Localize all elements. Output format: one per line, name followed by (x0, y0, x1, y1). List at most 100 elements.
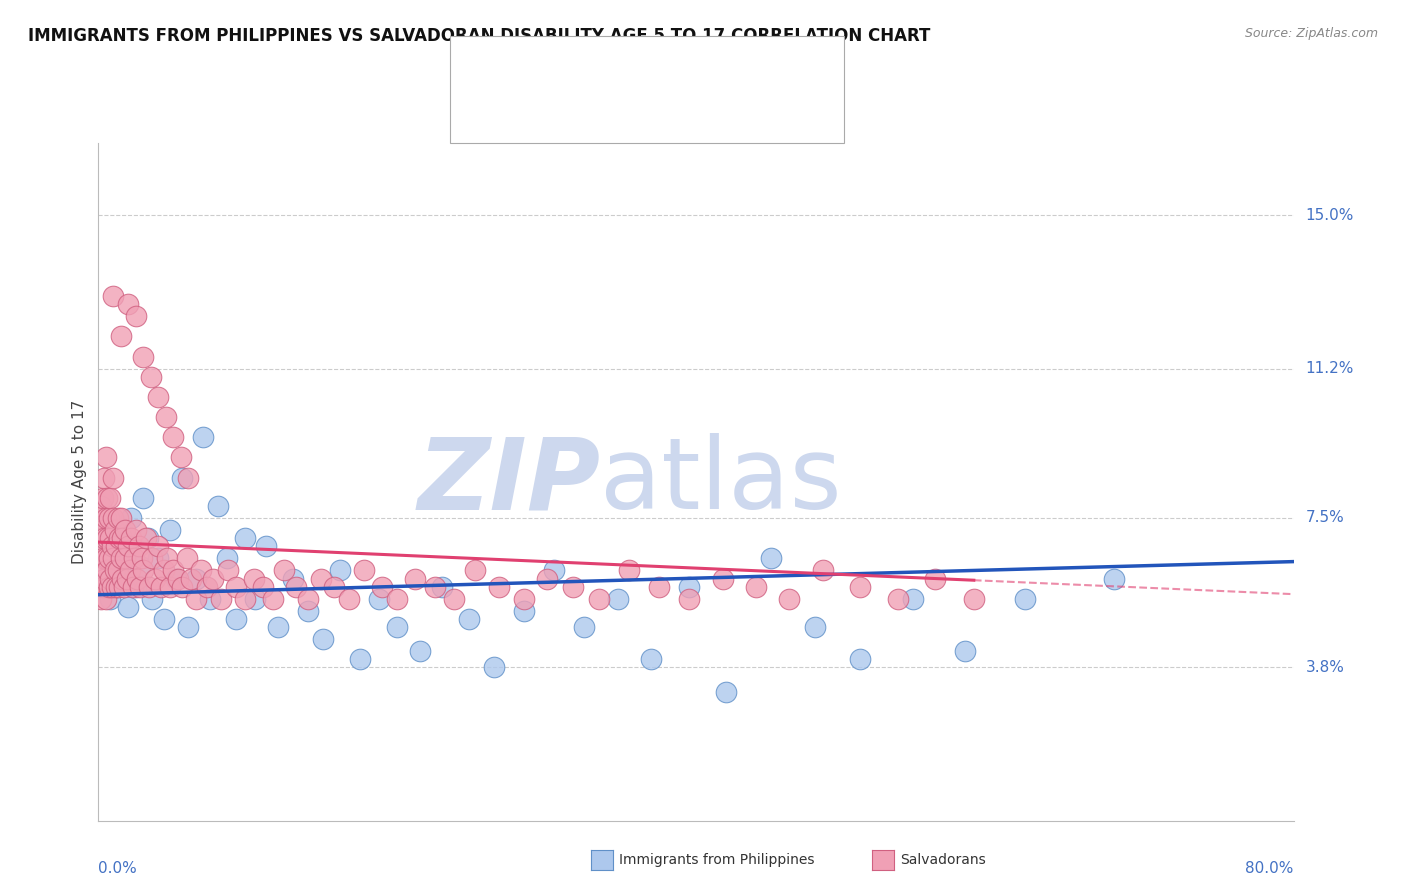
Point (141, 591, 163, 606)
Point (96, 564, 118, 578)
Point (132, 491, 155, 505)
Point (110, 551, 132, 566)
Point (297, 591, 319, 606)
Bar (460, 49, 498, 84)
Point (273, 564, 295, 578)
Point (172, 470, 194, 484)
Point (93, 531, 115, 545)
Point (159, 580, 181, 594)
Point (91, 580, 114, 594)
Text: atlas: atlas (600, 434, 842, 530)
Text: R =: R = (509, 103, 537, 119)
Point (125, 523, 148, 537)
Point (513, 604, 536, 618)
Point (309, 572, 332, 586)
Point (513, 591, 536, 606)
Point (202, 572, 225, 586)
Point (963, 591, 986, 606)
Point (125, 310, 148, 324)
Point (111, 572, 134, 586)
Point (617, 564, 640, 578)
Bar (460, 95, 498, 129)
Text: 80.0%: 80.0% (1246, 862, 1294, 876)
Point (368, 591, 391, 606)
Point (353, 564, 375, 578)
Point (162, 564, 184, 578)
Point (114, 547, 136, 561)
Text: Source: ZipAtlas.com: Source: ZipAtlas.com (1244, 27, 1378, 40)
Point (104, 564, 127, 578)
Point (254, 539, 277, 553)
Point (120, 531, 142, 545)
Point (176, 551, 198, 566)
Point (117, 297, 139, 311)
Point (108, 580, 131, 594)
Point (430, 580, 453, 594)
Point (118, 564, 141, 578)
Point (311, 632, 333, 646)
Text: 0.153: 0.153 (562, 57, 614, 75)
Point (97, 551, 120, 566)
Point (94, 591, 117, 606)
Point (209, 591, 232, 606)
Point (536, 572, 558, 586)
Point (849, 652, 872, 666)
Point (101, 580, 124, 594)
Text: ZIP: ZIP (418, 434, 600, 530)
Point (953, 644, 976, 658)
Point (104, 523, 127, 537)
Point (464, 564, 486, 578)
Point (849, 580, 872, 594)
Point (90, 499, 112, 513)
Text: 55: 55 (711, 57, 735, 75)
Point (886, 591, 908, 606)
Point (89, 511, 111, 525)
Point (108, 523, 131, 537)
Point (103, 511, 125, 525)
Point (711, 572, 734, 586)
Point (107, 564, 129, 578)
Point (572, 620, 595, 634)
Point (714, 684, 737, 698)
Point (267, 620, 290, 634)
Point (94, 511, 117, 525)
Y-axis label: Disability Age 5 to 17: Disability Age 5 to 17 (72, 400, 87, 564)
Point (111, 531, 134, 545)
Point (177, 620, 200, 634)
Point (262, 591, 284, 606)
Point (408, 644, 430, 658)
Point (132, 564, 155, 578)
Point (172, 580, 194, 594)
Point (108, 531, 131, 545)
Point (94, 564, 117, 578)
Point (190, 564, 212, 578)
Text: N =: N = (654, 59, 683, 74)
Point (101, 539, 124, 553)
Point (329, 564, 352, 578)
Point (141, 551, 163, 566)
Point (131, 551, 153, 566)
Text: 11.2%: 11.2% (1305, 361, 1354, 376)
Point (91, 551, 114, 566)
Text: R =: R = (509, 59, 537, 74)
Point (132, 350, 155, 364)
Point (804, 620, 827, 634)
Point (243, 572, 266, 586)
Point (562, 580, 585, 594)
Point (166, 572, 188, 586)
Text: 0.0%: 0.0% (98, 862, 138, 876)
Point (105, 539, 128, 553)
Point (159, 523, 181, 537)
Point (129, 580, 152, 594)
Point (90, 591, 112, 606)
Point (138, 580, 160, 594)
Point (96, 531, 118, 545)
Text: 3.8%: 3.8% (1305, 660, 1344, 675)
Point (215, 551, 238, 566)
Point (252, 580, 274, 594)
Point (91, 491, 114, 505)
Point (139, 369, 162, 384)
Point (143, 572, 166, 586)
Point (423, 580, 446, 594)
Point (458, 612, 481, 626)
